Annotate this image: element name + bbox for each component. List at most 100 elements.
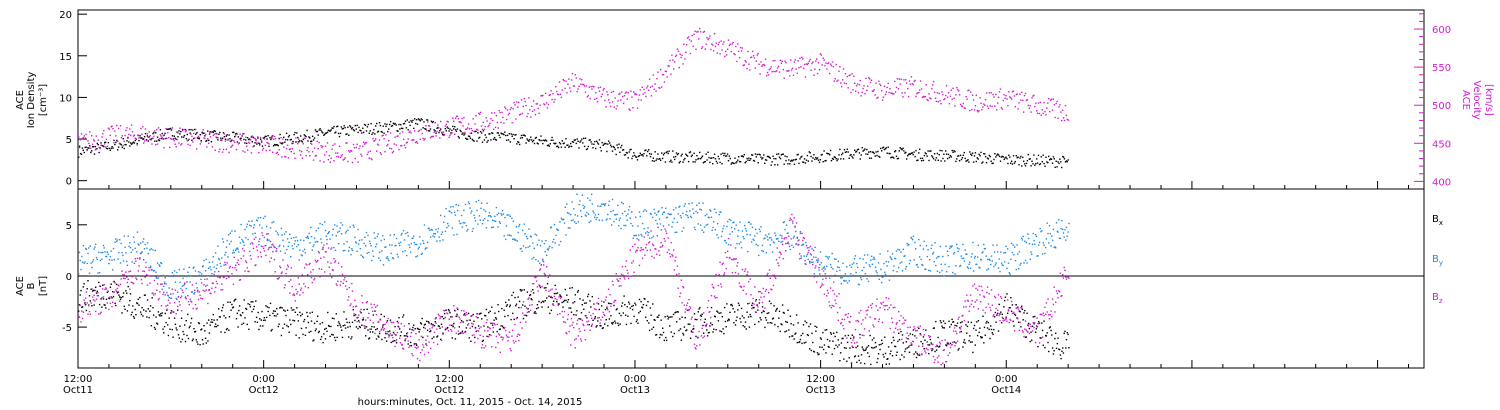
density-point <box>937 159 939 161</box>
by-point <box>220 265 222 268</box>
velocity-point <box>463 116 465 119</box>
density-point <box>696 155 698 157</box>
by-point <box>887 261 890 263</box>
bx-point <box>199 344 201 346</box>
density-point <box>136 142 138 145</box>
density-point <box>917 159 919 161</box>
velocity-point <box>515 118 517 120</box>
velocity-point <box>883 85 886 87</box>
density-point <box>675 152 678 154</box>
by-point <box>506 214 508 216</box>
velocity-point <box>391 152 394 154</box>
bx-point <box>689 337 692 339</box>
bx-point <box>531 299 533 301</box>
by-point <box>500 213 502 215</box>
density-point <box>886 152 888 154</box>
velocity-point <box>208 142 210 144</box>
velocity-point <box>475 115 477 117</box>
velocity-point <box>717 43 719 46</box>
velocity-point <box>477 129 479 131</box>
density-point <box>612 145 615 148</box>
bx-point <box>330 325 332 328</box>
bx-point <box>1017 306 1019 308</box>
by-point <box>85 248 88 250</box>
density-point <box>308 136 310 138</box>
bx-point <box>502 327 505 329</box>
velocity-point <box>897 88 900 90</box>
by-point <box>696 204 698 206</box>
bx-point <box>185 320 187 322</box>
density-point <box>896 158 899 160</box>
bx-point <box>817 353 819 356</box>
density-point <box>908 153 911 155</box>
bx-point <box>190 322 192 324</box>
bx-point <box>763 310 765 313</box>
by-point <box>370 245 372 247</box>
by-point <box>825 255 827 258</box>
by-point <box>989 259 991 261</box>
bx-point <box>87 280 89 282</box>
velocity-point <box>285 147 288 150</box>
bx-point <box>439 327 441 329</box>
density-point <box>501 133 503 135</box>
by-point <box>612 209 614 212</box>
density-point <box>513 138 515 140</box>
velocity-point <box>91 143 94 146</box>
velocity-point <box>559 93 562 95</box>
velocity-point <box>647 85 649 87</box>
density-point <box>337 125 339 127</box>
by-point <box>143 238 145 240</box>
bx-point <box>1036 326 1038 328</box>
bx-point <box>89 300 91 302</box>
bx-point <box>881 339 883 341</box>
by-point <box>124 246 126 248</box>
by-point <box>212 256 214 258</box>
velocity-point <box>154 130 156 132</box>
by-point <box>152 249 154 251</box>
bx-point <box>717 311 719 313</box>
density-point <box>905 151 907 154</box>
bx-point <box>822 331 824 334</box>
density-point <box>438 131 440 134</box>
velocity-point <box>402 138 405 141</box>
by-point <box>221 238 224 240</box>
bx-point <box>764 326 766 329</box>
bz-point <box>154 293 156 295</box>
by-point <box>1047 232 1049 235</box>
bx-point <box>154 328 156 330</box>
velocity-point <box>1048 98 1050 100</box>
velocity-point <box>913 80 915 83</box>
density-point <box>263 136 266 139</box>
velocity-point <box>465 128 467 130</box>
velocity-point <box>100 144 102 146</box>
by-point <box>108 262 110 265</box>
bx-point <box>641 307 644 309</box>
density-point <box>700 156 703 159</box>
by-point <box>313 237 316 239</box>
by-point <box>85 247 87 250</box>
bz-point <box>252 247 255 250</box>
velocity-point <box>671 54 673 56</box>
bx-point <box>545 287 547 289</box>
density-point <box>655 159 657 162</box>
by-point <box>816 259 818 261</box>
bx-point <box>1067 333 1069 336</box>
density-point <box>1020 155 1022 158</box>
by-point <box>669 213 671 216</box>
bx-point <box>988 328 990 331</box>
bx-point <box>858 359 860 362</box>
top-panel-frame <box>77 9 1425 190</box>
velocity-point <box>689 52 692 55</box>
density-point <box>928 159 930 162</box>
density-point <box>466 138 469 140</box>
bx-point <box>492 331 494 333</box>
density-point <box>523 134 525 136</box>
bx-point <box>986 327 989 329</box>
velocity-point <box>1027 104 1029 107</box>
velocity-point <box>945 85 948 87</box>
by-point <box>911 239 914 241</box>
density-point <box>397 130 399 132</box>
bx-point <box>989 337 991 340</box>
bx-point <box>879 348 881 351</box>
bx-point <box>513 318 515 321</box>
